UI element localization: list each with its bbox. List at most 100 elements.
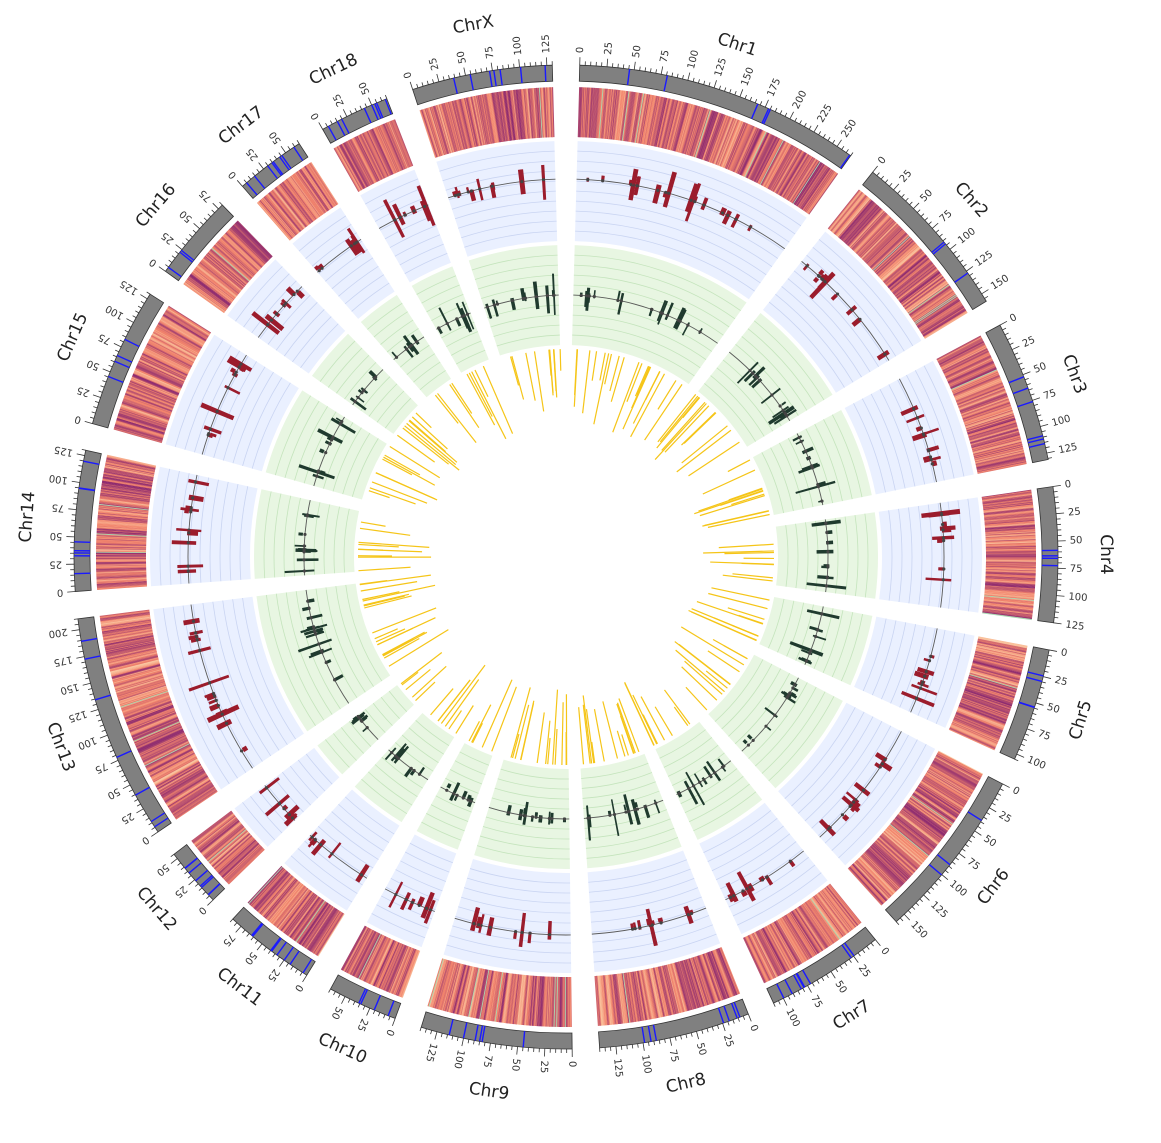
axis-tick xyxy=(111,360,115,362)
track-blue-point xyxy=(741,889,744,892)
chromosome-label: Chr3 xyxy=(1058,352,1091,397)
axis-tick xyxy=(491,63,492,71)
inner-bar xyxy=(643,715,657,744)
axis-tick xyxy=(1002,328,1006,330)
axis-tick xyxy=(441,1033,442,1037)
tick-label: 100 xyxy=(1025,754,1047,772)
tick-label: 150 xyxy=(740,66,757,88)
axis-tick xyxy=(152,827,155,829)
track-blue-bg xyxy=(854,617,974,728)
track-blue-point xyxy=(472,922,475,925)
axis-tick xyxy=(85,421,93,423)
tick-label: 25 xyxy=(331,92,347,108)
tick-label: 25 xyxy=(997,810,1014,826)
axis-tick xyxy=(1054,491,1058,492)
axis-tick xyxy=(123,785,130,789)
axis-tick xyxy=(497,66,498,70)
axis-tick xyxy=(77,454,85,456)
inner-bar xyxy=(689,442,740,476)
track-blue-point xyxy=(664,191,667,194)
track-blue-point xyxy=(429,908,432,911)
chromosome-label: Chr17 xyxy=(215,102,268,149)
axis-tick xyxy=(237,180,242,186)
axis-tick xyxy=(920,899,923,902)
inner-bar xyxy=(708,514,770,527)
track-green-point xyxy=(808,652,811,655)
axis-tick xyxy=(672,73,673,77)
tick-label: 0 xyxy=(1060,647,1068,659)
track-blue-point xyxy=(828,826,831,829)
axis-tick xyxy=(822,977,824,980)
axis-tick xyxy=(997,794,1001,796)
track-blue-point xyxy=(732,894,735,897)
axis-tick xyxy=(1007,338,1011,340)
inner-bar xyxy=(511,687,530,757)
inner-bar xyxy=(358,549,422,551)
axis-tick xyxy=(93,395,101,398)
track-blue-point xyxy=(514,930,517,933)
track-green-point xyxy=(624,810,627,813)
track-green-point xyxy=(654,802,657,805)
tick-label: 25 xyxy=(538,1060,550,1073)
track-green-point xyxy=(315,475,318,478)
track-blue-point xyxy=(296,290,299,293)
axis-tick xyxy=(176,245,182,250)
inner-bar xyxy=(553,690,558,765)
axis-tick xyxy=(1017,754,1024,757)
inner-bar xyxy=(723,575,773,581)
inner-bar xyxy=(724,645,748,658)
axis-tick xyxy=(133,316,136,318)
track-blue-point xyxy=(520,180,523,183)
track-green-point xyxy=(687,787,690,790)
tick-label: 0 xyxy=(878,946,891,958)
axis-tick xyxy=(91,699,95,700)
inner-bar xyxy=(372,482,427,503)
axis-tick xyxy=(199,888,202,891)
axis-tick xyxy=(427,81,428,85)
track-blue-mark xyxy=(937,539,942,543)
axis-tick xyxy=(96,715,100,716)
track-blue-point xyxy=(394,893,397,896)
track-blue-point xyxy=(418,904,421,907)
axis-tick xyxy=(638,1044,639,1048)
track-blue-point xyxy=(660,921,663,924)
axis-tick xyxy=(479,1041,480,1045)
track-green-point xyxy=(397,757,400,760)
axis-tick xyxy=(939,234,942,237)
inner-bar xyxy=(534,351,543,411)
track-blue-point xyxy=(192,620,195,623)
axis-tick xyxy=(115,350,119,352)
axis-tick xyxy=(803,988,805,992)
axis-tick xyxy=(67,592,75,593)
axis-tick xyxy=(119,770,123,772)
track-blue-point xyxy=(190,506,193,509)
tick-label: 75 xyxy=(667,1049,680,1064)
track-green-point xyxy=(613,813,616,816)
axis-tick xyxy=(717,1025,718,1029)
track-green-point xyxy=(524,814,527,817)
track-green-point xyxy=(826,576,829,579)
axis-tick xyxy=(1039,692,1043,693)
axis-tick xyxy=(264,947,266,950)
track-green-point xyxy=(798,436,801,439)
axis-tick xyxy=(380,97,381,101)
axis-tick xyxy=(691,1033,692,1037)
track-blue-point xyxy=(240,749,243,752)
track-green-mark xyxy=(298,532,303,535)
track-green-point xyxy=(462,314,465,317)
track-blue-point xyxy=(399,216,402,219)
axis-tick xyxy=(68,509,76,510)
tick-label: 25 xyxy=(76,384,92,399)
ideogram-band xyxy=(74,573,90,574)
axis-tick xyxy=(702,1030,703,1034)
tick-label: 50 xyxy=(267,129,283,146)
axis-tick xyxy=(79,651,83,652)
track-green-point xyxy=(310,616,313,619)
axis-tick xyxy=(725,87,726,91)
axis-tick xyxy=(85,678,89,679)
axis-tick xyxy=(100,725,104,726)
tick-label: 50 xyxy=(178,208,195,225)
track-green-point xyxy=(644,805,647,808)
track-green-point xyxy=(758,379,761,382)
track-green-point xyxy=(307,607,310,610)
